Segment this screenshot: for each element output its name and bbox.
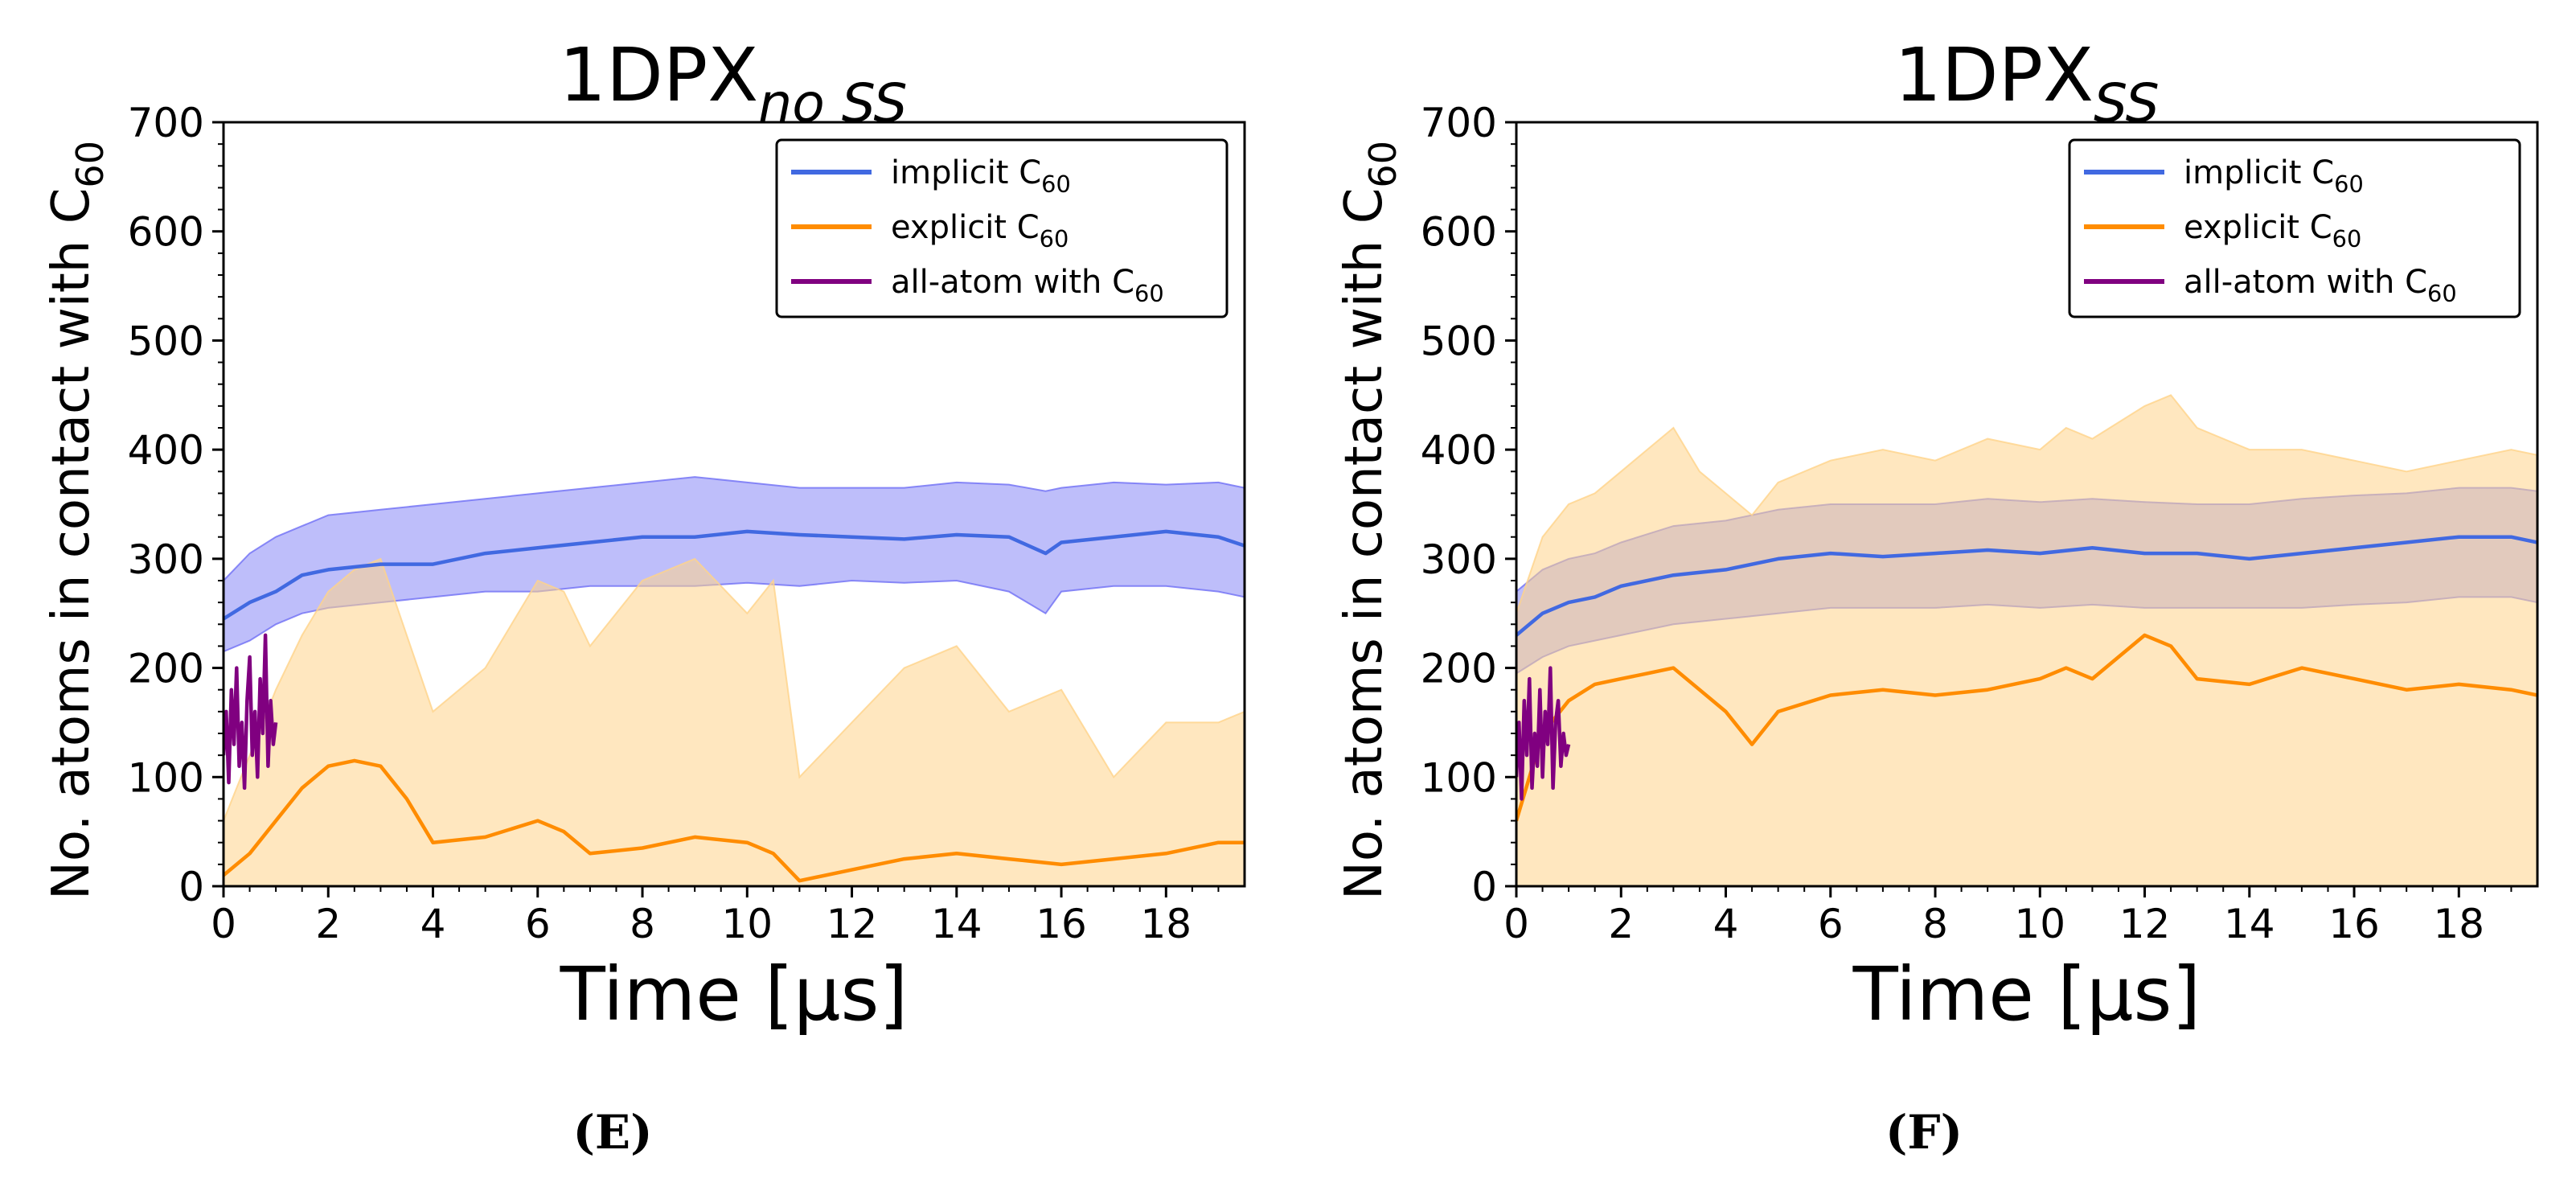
chart-title: 1DPXSS xyxy=(1894,32,2160,134)
plot-frame xyxy=(222,121,1246,888)
y-tick-label: 700 xyxy=(1421,100,1497,146)
legend-label-sub: 60 xyxy=(1040,225,1069,253)
y-tick-label: 300 xyxy=(128,536,204,583)
panel-label: (E) xyxy=(572,1105,652,1160)
legend-label: all-atom with C60 xyxy=(2184,264,2457,307)
y-tick-label: 700 xyxy=(128,100,204,146)
legend-label-main: implicit C xyxy=(2184,154,2334,191)
x-tick-label: 8 xyxy=(630,901,655,947)
legend-label: implicit C60 xyxy=(2184,154,2364,198)
chart-title: 1DPXno SS xyxy=(559,32,907,134)
x-tick-label: 16 xyxy=(2328,901,2380,947)
y-tick-label: 100 xyxy=(128,754,204,801)
x-axis-label: Time [µs] xyxy=(560,951,909,1037)
legend-label-sub: 60 xyxy=(2427,280,2457,307)
x-tick-label: 10 xyxy=(2014,901,2065,947)
legend-label-sub: 60 xyxy=(2334,170,2364,198)
x-tick-label: 2 xyxy=(315,901,341,947)
legend-box xyxy=(775,138,1229,318)
legend-label-main: all-atom with C xyxy=(2184,264,2427,301)
x-tick-label: 4 xyxy=(420,901,446,947)
y-axis-label-main: No. atoms in contact with C xyxy=(1335,188,1394,900)
legend-label: explicit C60 xyxy=(891,209,1069,253)
legend-label-main: implicit C xyxy=(891,154,1041,191)
legend-label: implicit C60 xyxy=(891,154,1071,198)
y-tick-label: 600 xyxy=(1421,209,1497,256)
y-axis-label-main: No. atoms in contact with C xyxy=(42,188,101,900)
line-implicit-C60 xyxy=(224,529,1245,621)
chart-panel-1: 0 100 200 300 400 500 600 700 0 2 4 6 8 10 12 14 16 18 1DP… xyxy=(42,32,1246,1160)
y-tick-label: 300 xyxy=(1421,536,1497,583)
x-tick-label: 14 xyxy=(2224,901,2275,947)
x-tick-label: 10 xyxy=(721,901,773,947)
legend-label-sub: 60 xyxy=(1134,280,1164,307)
y-tick-label: 0 xyxy=(178,864,204,910)
line-explicit-C60 xyxy=(1516,633,2537,822)
x-tick-label: 12 xyxy=(2119,901,2171,947)
x-tick-label: 6 xyxy=(525,901,551,947)
y-tick-label: 600 xyxy=(128,209,204,256)
y-axis-label-sub: 60 xyxy=(1361,141,1405,188)
legend-label-main: all-atom with C xyxy=(891,264,1134,301)
y-tick-label: 200 xyxy=(1421,646,1497,692)
x-tick-label: 0 xyxy=(1503,901,1529,947)
legend-label: explicit C60 xyxy=(2184,209,2361,253)
y-tick-label: 400 xyxy=(1421,427,1497,474)
legend-box xyxy=(2068,138,2521,318)
x-tick-label: 16 xyxy=(1036,901,1087,947)
band-explicit-C60 xyxy=(224,557,1245,886)
legend-label-main: explicit C xyxy=(891,209,1040,246)
y-tick-label: 0 xyxy=(1471,864,1497,910)
chart-title-sub: SS xyxy=(2094,72,2160,134)
x-tick-label: 18 xyxy=(1140,901,1192,947)
chart-panel-2: 0 100 200 300 400 500 600 700 0 2 4 6 8 10 12 14 16 18 1DP… xyxy=(1335,32,2539,1160)
y-axis-label: No. atoms in contact with C60 xyxy=(42,141,112,900)
x-axis-label: Time [µs] xyxy=(1852,951,2201,1037)
x-tick-label: 4 xyxy=(1713,901,1739,947)
y-tick-label: 200 xyxy=(128,646,204,692)
chart-title-sub: no SS xyxy=(758,72,907,134)
plot-area xyxy=(224,476,1245,886)
y-axis-label-sub: 60 xyxy=(68,141,112,188)
chart-title-main: 1DPX xyxy=(559,32,758,118)
x-tick-label: 8 xyxy=(1922,901,1948,947)
plot-area xyxy=(1516,394,2537,886)
legend-label: all-atom with C60 xyxy=(891,264,1164,307)
y-tick-label: 400 xyxy=(128,427,204,474)
x-tick-label: 0 xyxy=(211,901,236,947)
panel-label: (F) xyxy=(1885,1105,1963,1160)
y-tick-label: 100 xyxy=(1421,754,1497,801)
band-implicit-C60 xyxy=(224,476,1245,653)
x-tick-label: 18 xyxy=(2433,901,2484,947)
chart-title-main: 1DPX xyxy=(1894,32,2094,118)
band-explicit-C60 xyxy=(1516,394,2537,886)
x-tick-label: 14 xyxy=(931,901,982,947)
y-axis-label: No. atoms in contact with C60 xyxy=(1335,141,1405,900)
x-tick-label: 2 xyxy=(1608,901,1634,947)
y-tick-label: 500 xyxy=(128,318,204,364)
plot-frame xyxy=(1515,121,2539,888)
x-tick-label: 6 xyxy=(1818,901,1844,947)
x-tick-label: 12 xyxy=(827,901,878,947)
legend-label-sub: 60 xyxy=(1041,170,1071,198)
y-tick-label: 500 xyxy=(1421,318,1497,364)
legend-label-sub: 60 xyxy=(2332,225,2362,253)
legend-label-main: explicit C xyxy=(2184,209,2332,246)
